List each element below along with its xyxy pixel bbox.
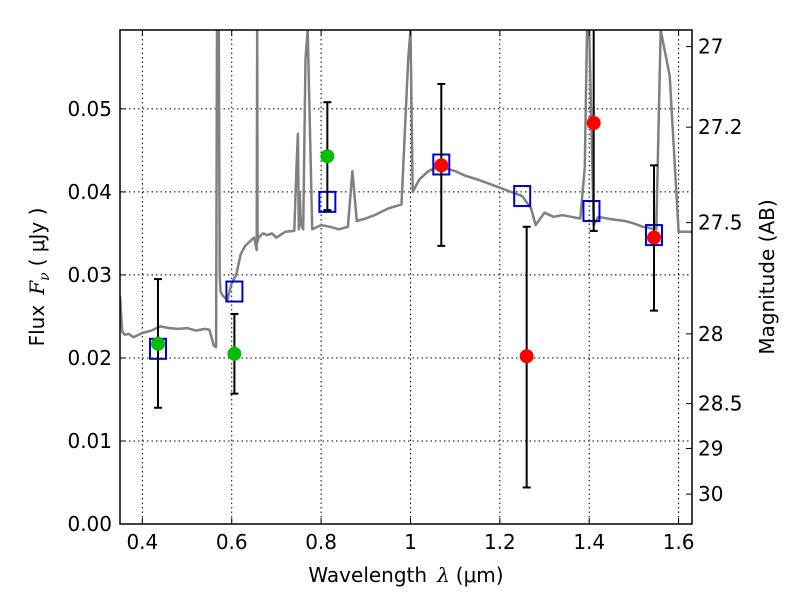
- y2-tick-label: 27: [698, 35, 723, 59]
- data-point-green: [320, 149, 335, 164]
- x-tick-label: 0.4: [126, 530, 158, 554]
- data-point-green: [227, 346, 242, 361]
- y2-tick-label: 28.5: [698, 392, 743, 416]
- y-tick-label: 0.00: [67, 512, 112, 536]
- y2-tick-label: 28: [698, 322, 723, 346]
- y-tick-label: 0.01: [67, 429, 112, 453]
- x-tick-label: 1.4: [573, 530, 605, 554]
- data-point-green: [150, 336, 165, 351]
- plot-area: [120, 30, 692, 489]
- model-photometry-square: [582, 199, 601, 222]
- model-photometry-square: [513, 185, 532, 208]
- y-axis-label: FluxFν( μJy ): [25, 208, 53, 347]
- data-point-red: [519, 349, 534, 364]
- y2-axis-label: Magnitude (AB): [755, 199, 779, 354]
- y2-tick-label: 29: [698, 436, 723, 460]
- axis-ticks: 0.4 0.6 0.8 1 1.2 1.4 1.6 0.00 0.01 0.02 0.03 0.04 0…: [67, 30, 743, 554]
- x-tick-label: 1.6: [663, 530, 695, 554]
- y-tick-label: 0.03: [67, 263, 112, 287]
- data-point-red: [434, 158, 449, 173]
- x-tick-label: 1: [404, 530, 417, 554]
- x-tick-label: 0.8: [305, 530, 337, 554]
- model-spectrum-line: [120, 30, 692, 349]
- data-point-red: [586, 115, 601, 130]
- y-tick-label: 0.04: [67, 180, 112, 204]
- model-photometry-square: [225, 280, 244, 303]
- x-tick-label: 0.6: [216, 530, 248, 554]
- y-tick-label: 0.05: [67, 97, 112, 121]
- y2-tick-label: 27.5: [698, 211, 743, 235]
- x-tick-label: 1.2: [484, 530, 516, 554]
- data-point-red: [647, 230, 662, 245]
- y-tick-label: 0.02: [67, 346, 112, 370]
- plot-frame: [119, 29, 693, 525]
- x-axis-label: Wavelength λ (μm): [308, 563, 503, 587]
- y2-tick-label: 27.2: [698, 115, 743, 139]
- y2-tick-label: 30: [698, 482, 723, 506]
